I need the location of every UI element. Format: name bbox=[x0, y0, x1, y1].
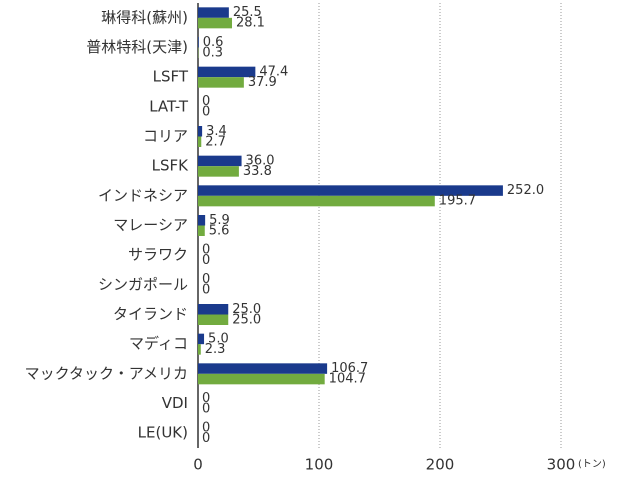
value-label: 0.3 bbox=[202, 45, 223, 60]
y-tick-label: シンガポール bbox=[98, 275, 188, 293]
value-label: 37.9 bbox=[248, 75, 277, 90]
value-label: 2.7 bbox=[205, 134, 226, 149]
bar bbox=[198, 225, 205, 236]
y-tick-label: LE(UK) bbox=[138, 424, 188, 442]
bar bbox=[198, 373, 325, 385]
bar bbox=[198, 333, 205, 345]
value-label: 0 bbox=[202, 283, 210, 298]
value-label: 5.9 bbox=[209, 213, 230, 228]
value-label: 106.7 bbox=[331, 361, 368, 376]
y-tick-label: マディコ bbox=[129, 335, 188, 353]
bar bbox=[198, 304, 229, 315]
value-label: 195.7 bbox=[439, 194, 476, 209]
bar bbox=[198, 195, 435, 207]
bar bbox=[198, 155, 242, 167]
value-label: 36.0 bbox=[246, 153, 275, 168]
value-label: 0 bbox=[202, 105, 210, 120]
value-label: 0 bbox=[202, 401, 210, 416]
value-label: 33.8 bbox=[243, 164, 272, 179]
x-tick-label: 100 bbox=[305, 456, 334, 474]
x-tick-label: 0 bbox=[193, 456, 203, 474]
x-axis-label: (トン) bbox=[578, 459, 606, 470]
value-label: 47.4 bbox=[259, 64, 288, 79]
y-tick-label: LAT-T bbox=[149, 97, 189, 115]
value-label: 0 bbox=[202, 253, 210, 268]
bar bbox=[198, 77, 244, 88]
y-tick-label: インドネシア bbox=[98, 186, 188, 204]
value-label: 25.0 bbox=[232, 302, 261, 317]
value-label: 0.6 bbox=[203, 35, 224, 50]
x-tick-label: 300 bbox=[547, 456, 576, 474]
bar bbox=[198, 66, 256, 78]
bar bbox=[198, 363, 328, 374]
value-label: 3.4 bbox=[206, 124, 227, 139]
bar bbox=[198, 17, 233, 29]
value-label: 28.1 bbox=[236, 16, 265, 31]
value-label: 0 bbox=[202, 272, 210, 287]
value-label: 25.5 bbox=[233, 5, 262, 20]
value-label: 0 bbox=[202, 420, 210, 435]
y-tick-label: LSFK bbox=[152, 157, 190, 175]
value-label: 104.7 bbox=[329, 372, 366, 387]
y-tick-label: コリア bbox=[143, 127, 188, 145]
value-label: 2.3 bbox=[205, 342, 226, 357]
value-label: 5.6 bbox=[209, 223, 230, 238]
value-label: 25.0 bbox=[232, 312, 261, 327]
bar bbox=[198, 344, 201, 355]
y-tick-label: タイランド bbox=[113, 305, 188, 323]
value-label: 0 bbox=[202, 242, 210, 257]
bar bbox=[198, 215, 206, 226]
bar bbox=[198, 185, 503, 196]
x-tick-label: 200 bbox=[426, 456, 455, 474]
y-tick-label: マックタック・アメリカ bbox=[25, 364, 188, 382]
value-label: 0 bbox=[202, 391, 210, 406]
value-label: 0 bbox=[202, 94, 210, 109]
y-tick-label: サラワク bbox=[128, 246, 188, 264]
bar bbox=[198, 37, 199, 48]
y-tick-label: 琳得科(蘇州) bbox=[101, 8, 188, 26]
value-label: 0 bbox=[202, 431, 210, 446]
bar bbox=[198, 7, 229, 18]
value-label: 252.0 bbox=[507, 183, 544, 198]
value-label: 5.0 bbox=[208, 331, 229, 346]
y-tick-label: LSFT bbox=[153, 68, 189, 86]
bar bbox=[198, 136, 202, 147]
bar bbox=[198, 166, 239, 177]
y-tick-label: マレーシア bbox=[113, 216, 188, 234]
bar bbox=[198, 314, 229, 325]
y-tick-label: 普林特科(天津) bbox=[86, 38, 188, 56]
y-tick-label: VDI bbox=[162, 394, 188, 412]
bar bbox=[198, 126, 203, 137]
